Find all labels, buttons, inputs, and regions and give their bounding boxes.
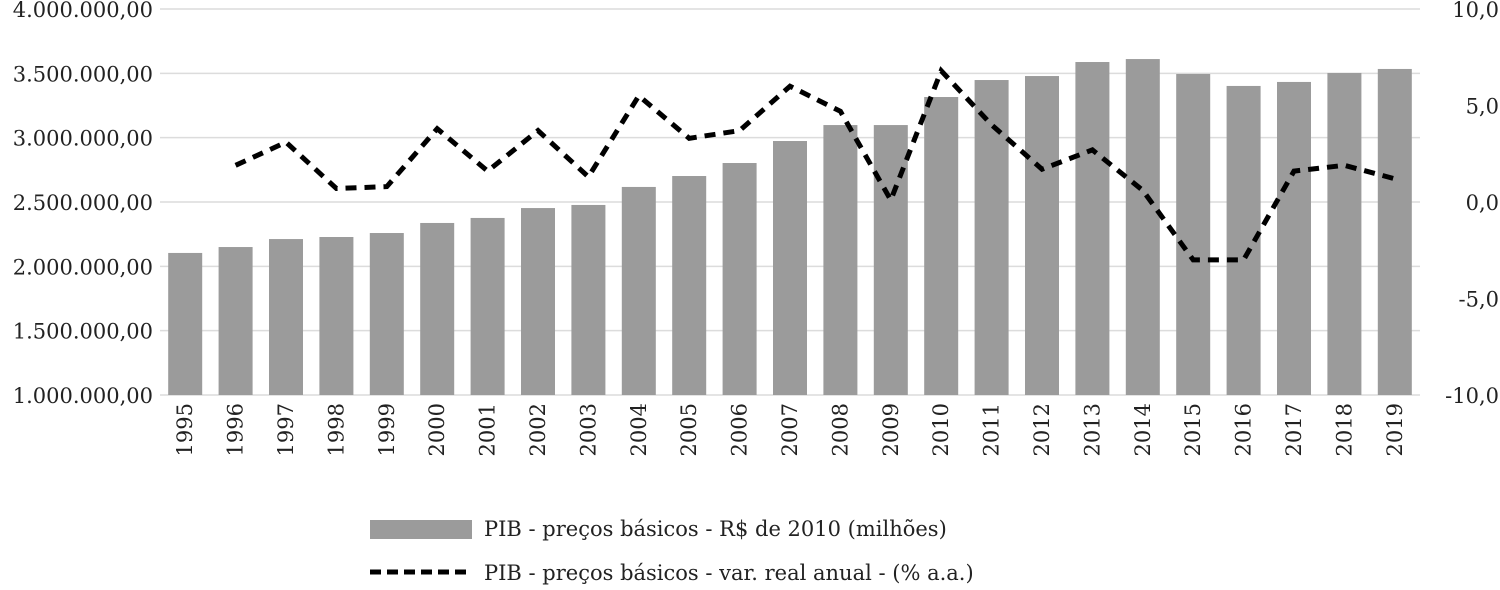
x-tick-label: 2009 [879,403,903,456]
x-tick-label: 2011 [980,403,1004,456]
x-tick-label: 2018 [1332,403,1356,456]
x-tick-label: 1997 [274,403,298,456]
left-axis-ticks: 1.000.000,00 1.500.000,00 2.000.000,00 2.50… [13,0,153,408]
x-tick-label: 2015 [1181,403,1205,456]
x-tick-label: 2012 [1030,403,1054,456]
x-tick-label: 1999 [375,403,399,456]
legend: PIB - preços básicos - R$ de 2010 (milhõ… [370,517,974,585]
legend-line-label: PIB - preços básicos - var. real anual -… [484,561,974,585]
line-series [234,66,1396,263]
right-axis-ticks: -10,0 -5,0 0,0 5,0 10,0 [1445,0,1499,408]
left-tick-label: 3.500.000,00 [13,62,153,86]
x-tick-label: 2002 [526,403,550,456]
legend-bar-label: PIB - preços básicos - R$ de 2010 (milhõ… [484,517,947,541]
bar [1277,81,1311,395]
bar [1176,73,1211,395]
bar [420,222,455,395]
bar [823,125,858,395]
bar [218,247,253,395]
bar [571,204,606,395]
x-tick-label: 2017 [1282,403,1306,456]
legend-bar-swatch [370,520,472,539]
bar [1327,72,1362,396]
bar [470,217,505,395]
x-axis-ticks: 1995 1996 1997 1998 1999 2000 2001 2002 2003 2004… [173,403,1407,456]
left-tick-label: 4.000.000,00 [13,0,153,22]
bar [521,208,555,395]
x-tick-label: 1998 [324,403,348,456]
bar [168,252,203,395]
right-tick-label: 0,0 [1466,191,1499,215]
x-tick-label: 2000 [425,403,449,456]
x-tick-label: 2001 [476,403,500,456]
x-tick-label: 2007 [778,403,802,456]
x-tick-label: 2004 [627,403,651,456]
x-tick-label: 2005 [677,403,701,456]
right-tick-label: -10,0 [1445,384,1499,408]
right-tick-label: -5,0 [1459,288,1500,312]
bar [1075,62,1110,395]
bar [672,176,707,395]
x-tick-label: 2003 [576,403,600,456]
bar [974,80,1009,396]
x-tick-label: 1996 [224,403,248,456]
left-tick-label: 1.500.000,00 [13,320,153,344]
bar-series [168,59,1412,396]
left-tick-label: 1.000.000,00 [13,384,153,408]
bar [924,97,959,396]
bar [1025,76,1059,395]
left-tick-label: 2.000.000,00 [13,255,153,279]
bar [722,163,757,395]
x-tick-label: 1995 [173,403,197,456]
right-tick-label: 10,0 [1452,0,1499,22]
left-tick-label: 3.000.000,00 [13,127,153,151]
x-tick-label: 2013 [1080,403,1104,456]
bar [1125,59,1160,396]
bar [269,239,303,395]
x-tick-label: 2008 [828,403,852,456]
right-tick-label: 5,0 [1466,95,1499,119]
x-tick-label: 2006 [728,403,752,456]
x-tick-label: 2014 [1131,403,1155,456]
x-tick-label: 2010 [929,403,953,456]
bar [1377,68,1412,395]
left-tick-label: 2.500.000,00 [13,191,153,215]
bar [369,233,404,395]
x-tick-label: 2016 [1232,403,1256,456]
bar [621,186,656,395]
bar [873,125,908,395]
bar [319,236,354,395]
variation-line [234,66,1396,263]
x-tick-label: 2019 [1383,403,1407,456]
bar [773,141,807,395]
